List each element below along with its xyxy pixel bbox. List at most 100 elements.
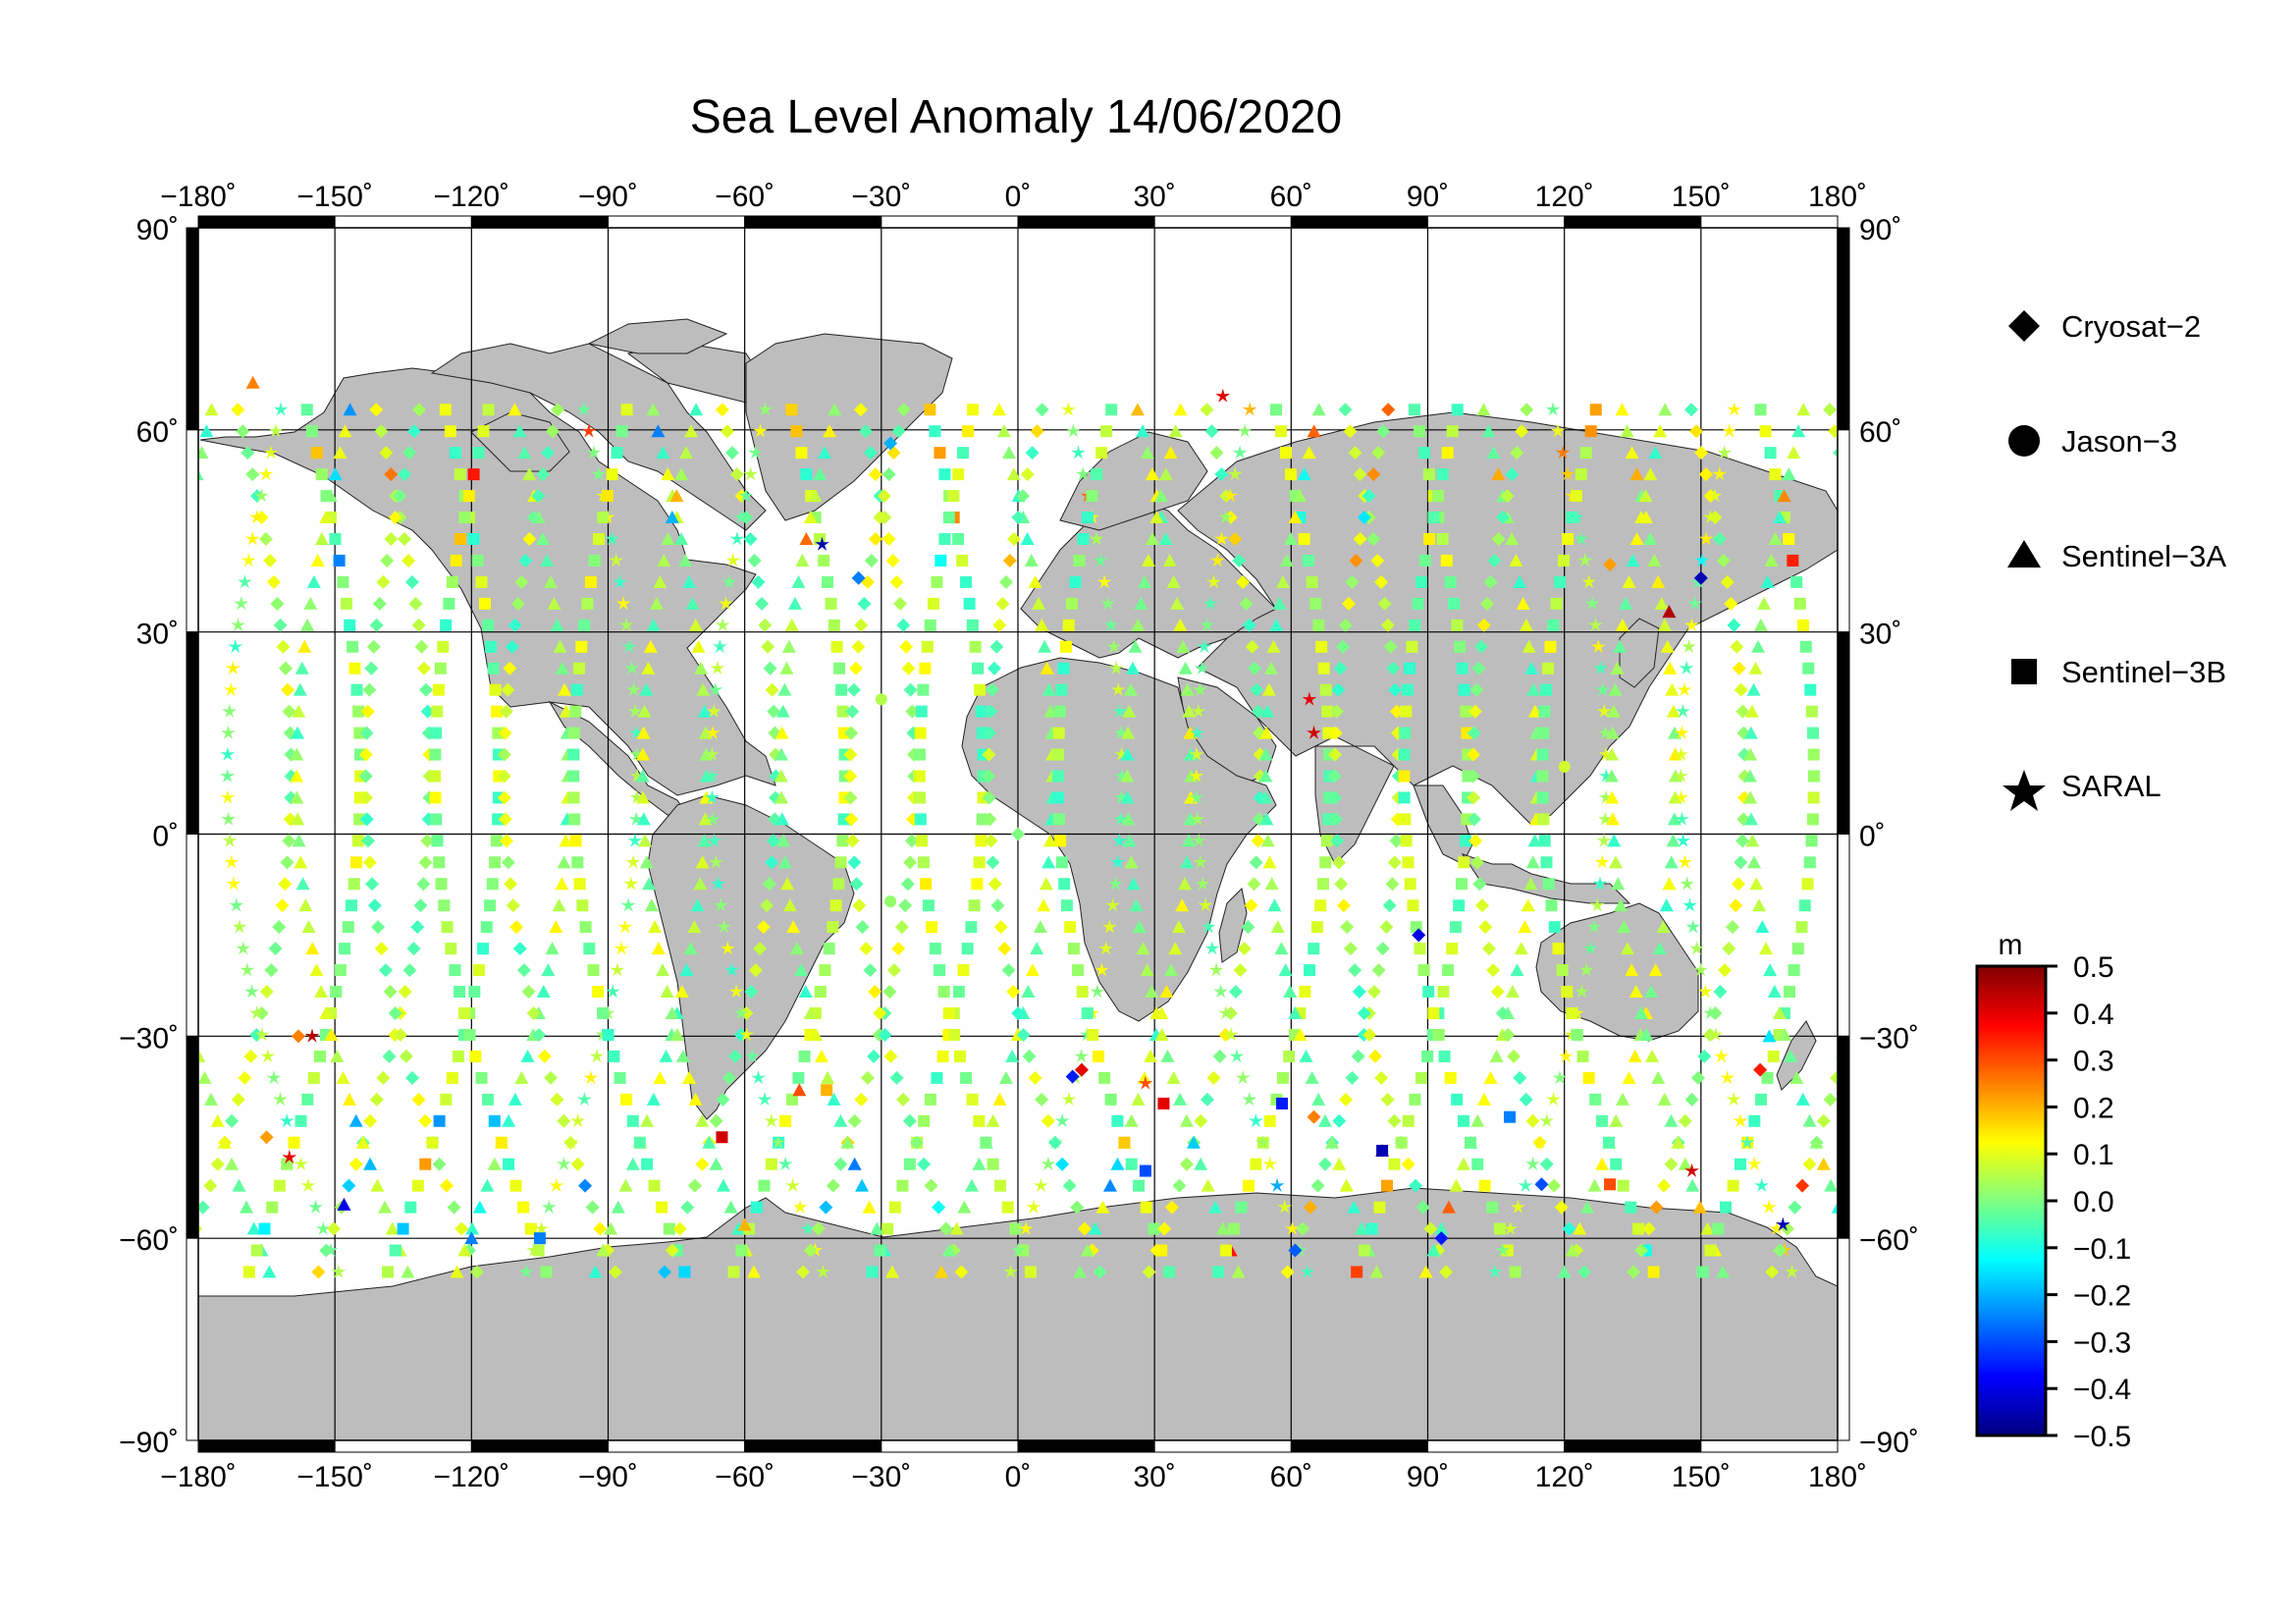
sentinel-3a-marker: [1628, 1049, 1642, 1062]
cryosat-marker: [514, 574, 529, 589]
sentinel-3a-marker: [457, 1243, 472, 1257]
sentinel-3b-marker: [973, 856, 986, 869]
saral-marker: [1679, 660, 1694, 675]
saral-marker: [1682, 897, 1697, 912]
sentinel-3b-marker: [480, 921, 493, 934]
cryosat-marker: [844, 812, 859, 827]
frame-bar-left: [186, 1237, 199, 1441]
saral-marker: [260, 1049, 276, 1063]
cryosat-marker: [1500, 489, 1515, 504]
sentinel-3b-marker: [611, 447, 623, 460]
cryosat-marker: [1250, 682, 1264, 697]
saral-marker: [1103, 618, 1119, 632]
saral-marker: [576, 402, 592, 416]
sentinel-3a-marker: [400, 1265, 415, 1278]
sentinel-3b-marker: [936, 1050, 949, 1062]
sentinel-3b-marker: [1062, 619, 1075, 631]
sentinel-3a-marker: [1753, 618, 1768, 631]
cryosat-marker: [1353, 467, 1367, 482]
sentinel-3b-marker: [866, 1266, 879, 1278]
sentinel-3a-marker: [604, 1221, 618, 1235]
lat-tick-label-left: −30˚: [119, 1022, 179, 1055]
cryosat-marker: [1239, 596, 1254, 611]
sentinel-3a-marker: [828, 403, 842, 416]
cryosat-marker: [873, 1006, 887, 1021]
sentinel-3a-marker: [1831, 1202, 1838, 1214]
sentinel-3a-marker: [791, 574, 806, 588]
frame-bar-bottom: [1564, 1439, 1702, 1453]
sentinel-3a-marker: [653, 574, 667, 588]
cryosat-marker: [358, 769, 373, 784]
saral-marker: [232, 919, 247, 934]
sentinel-3a-marker: [636, 812, 651, 826]
cryosat-marker: [883, 436, 898, 451]
sentinel-3a-marker: [543, 574, 558, 588]
saral-marker: [620, 897, 636, 912]
cryosat-marker: [1490, 985, 1505, 1000]
cryosat-marker: [1851, 532, 1865, 546]
cryosat-marker: [1353, 531, 1367, 546]
cryosat-marker: [447, 1200, 461, 1215]
sentinel-3a-marker: [507, 1092, 522, 1106]
sentinel-3b-marker: [1163, 1266, 1176, 1278]
sentinel-3b-marker: [1801, 878, 1814, 891]
cryosat-marker: [1823, 403, 1838, 417]
saral-marker: [623, 876, 639, 891]
sentinel-3a-marker: [1354, 1221, 1368, 1235]
cryosat-marker: [1833, 448, 1838, 459]
sentinel-3b-marker: [1557, 554, 1570, 567]
sentinel-3b-marker: [1398, 791, 1411, 804]
cryosat-marker: [997, 942, 1012, 956]
sentinel-3a-marker: [1140, 963, 1154, 977]
cryosat-marker: [1603, 558, 1618, 572]
sentinel-3b-marker: [961, 943, 974, 955]
sentinel-3a-marker: [659, 1049, 673, 1062]
cryosat-marker: [402, 963, 417, 978]
cryosat-marker: [521, 985, 536, 1000]
cryosat-marker: [954, 1265, 969, 1279]
saral-marker: [1578, 962, 1594, 977]
saral-marker: [1106, 639, 1122, 654]
sentinel-3b-marker: [468, 986, 481, 999]
sentinel-3b-marker: [934, 964, 946, 977]
cryosat-marker: [854, 1092, 869, 1107]
sentinel-3a-marker: [1041, 682, 1056, 696]
sentinel-3b-marker: [334, 964, 347, 977]
sentinel-3b-marker: [1799, 640, 1812, 653]
sentinel-3a-marker: [774, 726, 789, 739]
saral-marker: [249, 510, 265, 524]
cryosat-marker: [276, 639, 291, 654]
sentinel-3b-marker: [1536, 791, 1549, 804]
sentinel-3b-marker: [568, 813, 581, 826]
cryosat-marker: [526, 1006, 541, 1021]
saral-marker: [266, 1070, 282, 1085]
saral-marker: [1597, 811, 1613, 826]
sentinel-3b-marker: [429, 770, 442, 783]
sentinel-3b-marker: [1409, 1093, 1421, 1106]
saral-marker: [1511, 1199, 1525, 1214]
sentinel-3a-marker: [1347, 1200, 1362, 1214]
sentinel-3b-marker: [915, 705, 928, 718]
sentinel-3a-marker: [1288, 1006, 1303, 1020]
cryosat-marker: [411, 1092, 426, 1107]
cryosat-marker: [1729, 898, 1743, 913]
sentinel-3a-marker: [643, 639, 658, 653]
sentinel-3a-marker: [1747, 855, 1762, 869]
saral-marker: [625, 854, 641, 869]
cryosat-marker: [1734, 682, 1748, 697]
saral-marker: [1575, 984, 1589, 999]
sentinel-3b-marker: [339, 943, 351, 955]
sentinel-3b-marker: [1322, 727, 1335, 739]
sentinel-3a-marker: [1643, 467, 1658, 481]
sentinel-3b-marker: [956, 554, 969, 567]
sentinel-3a-marker: [1768, 531, 1783, 545]
sentinel-3a-marker: [1622, 1070, 1636, 1084]
sentinel-3a-marker: [1519, 618, 1533, 631]
sentinel-3b-marker: [440, 1093, 453, 1106]
sentinel-3b-marker: [485, 640, 498, 653]
cryosat-marker: [743, 531, 758, 546]
sentinel-3b-marker: [1284, 468, 1297, 481]
sentinel-3a-marker: [314, 985, 329, 999]
cryosat-marker: [992, 618, 1007, 632]
saral-marker: [1190, 725, 1205, 739]
